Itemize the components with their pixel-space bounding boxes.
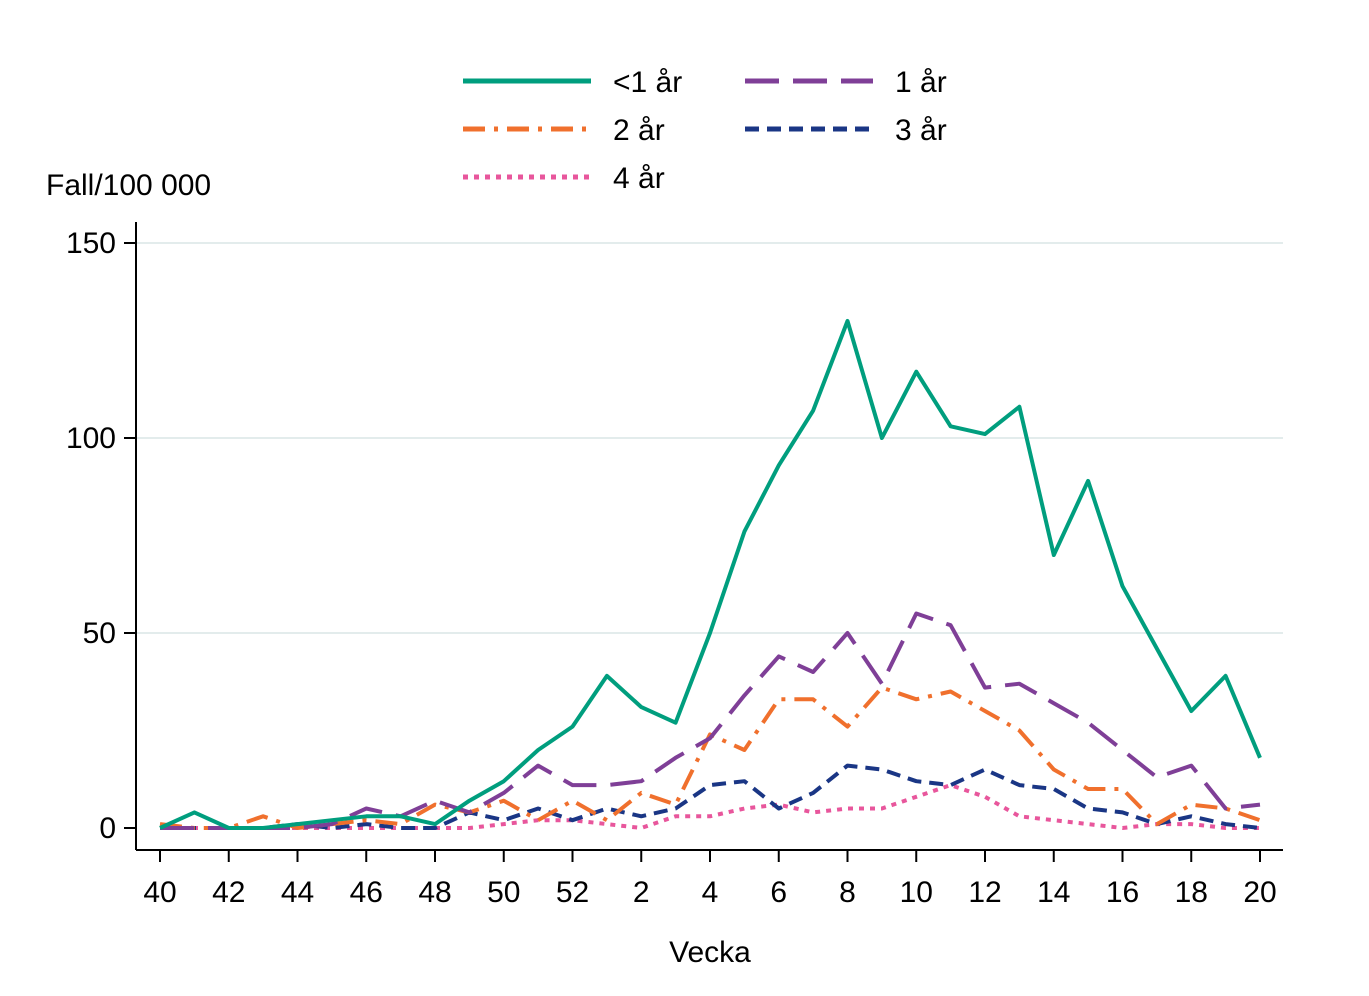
series-line xyxy=(160,763,1261,830)
legend: <1 år 1 år 2 år 3 år 4 år xyxy=(463,66,947,195)
y-tick-label: 0 xyxy=(99,812,116,845)
legend-label: 2 år xyxy=(613,114,665,147)
series-line xyxy=(160,611,1261,830)
series-lines xyxy=(159,319,1262,830)
legend-label: <1 år xyxy=(613,66,682,99)
gridlines xyxy=(137,242,1283,634)
x-tick-label: 46 xyxy=(350,876,383,909)
x-tick-label: 14 xyxy=(1037,876,1070,909)
x-tick-label: 44 xyxy=(281,876,314,909)
x-axis-label: Vecka xyxy=(669,936,751,969)
y-axis-label: Fall/100 000 xyxy=(46,169,211,202)
x-tick-label: 20 xyxy=(1243,876,1276,909)
x-tick-label: 52 xyxy=(556,876,589,909)
series-line xyxy=(159,685,1261,830)
x-tick-label: 48 xyxy=(418,876,451,909)
x-tick-label: 16 xyxy=(1106,876,1139,909)
x-ticks: 40 42 44 46 48 50 52 2 4 6 8 10 12 14 16 18 20 xyxy=(143,850,1277,909)
y-tick-label: 100 xyxy=(66,422,116,455)
legend-label: 3 år xyxy=(895,114,947,147)
series-line xyxy=(160,783,1260,830)
x-tick-label: 4 xyxy=(702,876,719,909)
legend-label: 4 år xyxy=(613,162,665,195)
axes xyxy=(135,222,1283,851)
x-tick-label: 10 xyxy=(900,876,933,909)
y-ticks: 0 50 100 150 xyxy=(66,227,136,845)
legend-label: 1 år xyxy=(895,66,947,99)
x-tick-label: 50 xyxy=(487,876,520,909)
y-tick-label: 50 xyxy=(83,617,116,650)
x-tick-label: 42 xyxy=(212,876,245,909)
x-tick-label: 18 xyxy=(1175,876,1208,909)
x-tick-label: 6 xyxy=(770,876,787,909)
series-line xyxy=(159,319,1262,830)
y-tick-label: 150 xyxy=(66,227,116,260)
x-tick-label: 12 xyxy=(968,876,1001,909)
x-tick-label: 8 xyxy=(839,876,856,909)
x-tick-label: 40 xyxy=(143,876,176,909)
x-tick-label: 2 xyxy=(633,876,650,909)
